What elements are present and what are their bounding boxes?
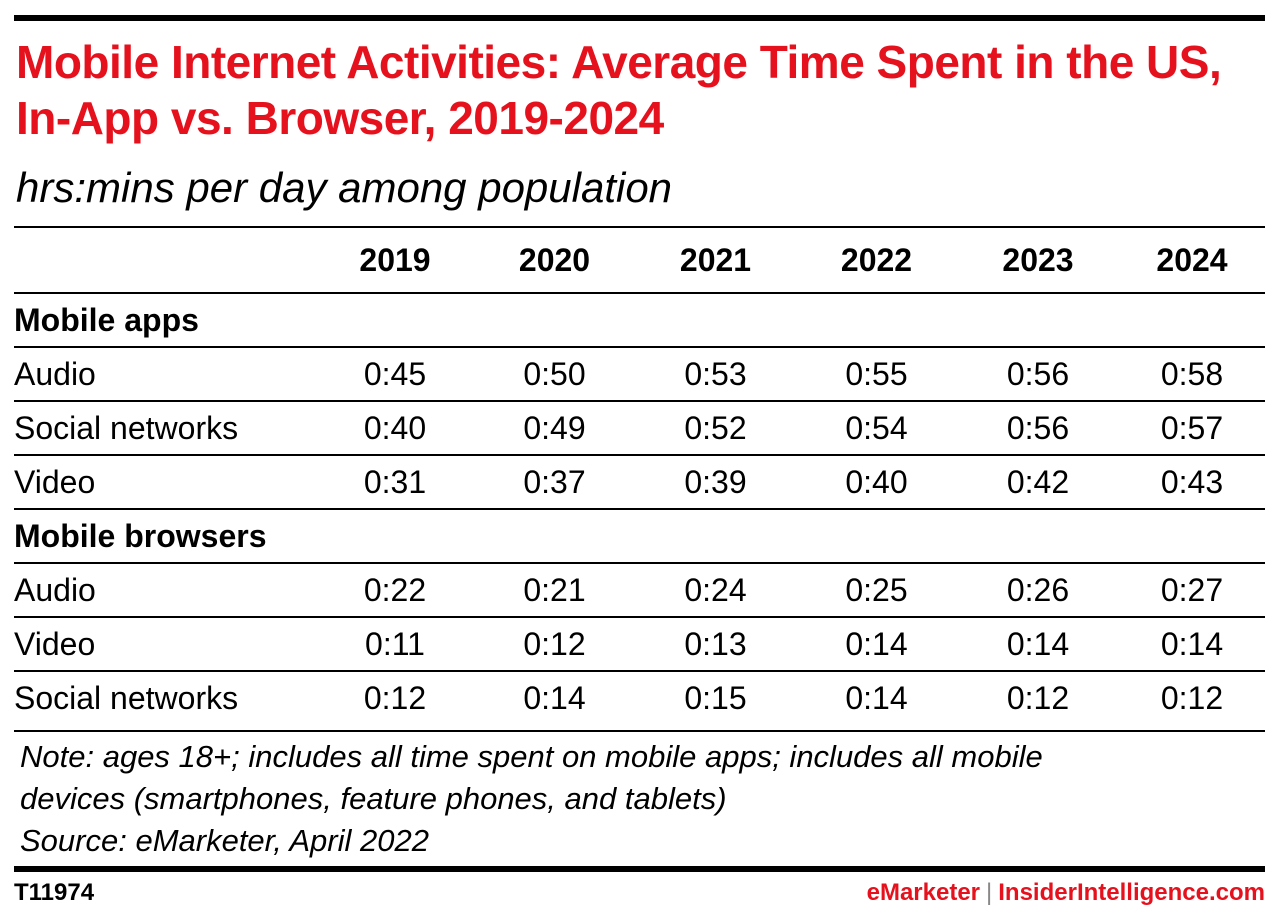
- group-row-mobile-browsers: Mobile browsers: [14, 509, 1265, 564]
- table-cell: 0:25: [796, 563, 957, 618]
- table-cell: 0:31: [316, 455, 474, 510]
- table-cell: 0:26: [957, 563, 1119, 618]
- note-text-continued: devices (smartphones, feature phones, an…: [20, 781, 727, 816]
- notes-block: Note: ages 18+; includes all time spent …: [14, 730, 1265, 862]
- bottom-rule: [14, 866, 1265, 872]
- table-cell: 0:12: [474, 617, 635, 672]
- table-cell: 0:21: [474, 563, 635, 618]
- row-label: Video: [14, 617, 316, 672]
- table-cell: 0:13: [635, 617, 796, 672]
- column-header: 2021: [635, 228, 796, 294]
- column-header: 2024: [1119, 228, 1265, 294]
- table-cell: 0:55: [796, 347, 957, 402]
- table-cell: 0:56: [957, 347, 1119, 402]
- table-cell: 0:15: [684, 679, 747, 716]
- brand-insider-intelligence-link[interactable]: InsiderIntelligence.com: [998, 879, 1265, 906]
- row-label: Audio: [14, 563, 316, 618]
- chart-title: Mobile Internet Activities: Average Time…: [16, 36, 1222, 144]
- top-rule: [14, 15, 1265, 21]
- chart-subtitle: hrs:mins per day among population: [16, 164, 673, 211]
- table-cell: 0:52: [635, 401, 796, 456]
- table-cell: 0:54: [796, 401, 957, 456]
- column-header: 2023: [957, 228, 1119, 294]
- source-text: Source: eMarketer, April 2022: [20, 823, 429, 858]
- data-table-wrapper: 2019 2020 2021 2022 2023 2024 Mobile app…: [14, 226, 1265, 724]
- table-cell: 0:14: [1119, 617, 1265, 672]
- table-cell: 0:53: [635, 347, 796, 402]
- table-cell: 0:50: [474, 347, 635, 402]
- brand-emarketer-logo: eMarketer: [866, 879, 981, 906]
- table-row: Social networks 0:40 0:49 0:52 0:54 0:56…: [14, 401, 1265, 456]
- table-cell: 0:57: [1119, 401, 1265, 456]
- table-cell: 0:49: [474, 401, 635, 456]
- table-row: Audio 0:22 0:21 0:24 0:25 0:26 0:27: [14, 563, 1265, 618]
- table-cell: 0:43: [1119, 455, 1265, 510]
- column-header: 2019: [316, 228, 474, 294]
- table-cell: 0:12: [1160, 679, 1224, 716]
- table-row: Social networks 0:12 0:14 0:15 0:14 0:12…: [14, 671, 1265, 724]
- table-cell: 0:27: [1119, 563, 1265, 618]
- table-cell: 0:22: [316, 563, 474, 618]
- table-cell: 0:12: [363, 679, 427, 716]
- row-label: Social networks: [14, 679, 239, 716]
- column-header: 2020: [474, 228, 635, 294]
- table-row: Video 0:11 0:12 0:13 0:14 0:14 0:14: [14, 617, 1265, 672]
- table-cell: 0:40: [316, 401, 474, 456]
- row-label: Video: [14, 455, 316, 510]
- footer-brand: eMarketer | InsiderIntelligence.com: [867, 878, 1265, 908]
- group-label: Mobile browsers: [14, 509, 1265, 564]
- table-cell: 0:40: [796, 455, 957, 510]
- note-text: Note: ages 18+; includes all time spent …: [20, 739, 1043, 774]
- table-cell: 0:14: [523, 679, 586, 716]
- table-cell: 0:56: [957, 401, 1119, 456]
- chart-id: T11974: [14, 879, 95, 906]
- table-cell: 0:37: [474, 455, 635, 510]
- table-row: Audio 0:45 0:50 0:53 0:55 0:56 0:58: [14, 347, 1265, 402]
- header-corner: [14, 228, 316, 294]
- column-header: 2022: [796, 228, 957, 294]
- table-cell: 0:12: [1006, 679, 1070, 716]
- header-row: 2019 2020 2021 2022 2023 2024: [14, 228, 1265, 294]
- data-table: 2019 2020 2021 2022 2023 2024 Mobile app…: [14, 228, 1265, 724]
- table-cell: 0:24: [635, 563, 796, 618]
- group-label: Mobile apps: [14, 293, 1265, 348]
- table-cell: 0:45: [316, 347, 474, 402]
- table-cell: 0:58: [1119, 347, 1265, 402]
- group-row-mobile-apps: Mobile apps: [14, 293, 1265, 348]
- table-cell: 0:42: [957, 455, 1119, 510]
- table-cell: 0:14: [957, 617, 1119, 672]
- table-cell: 0:11: [316, 617, 474, 672]
- brand-separator: |: [986, 879, 993, 906]
- table-cell: 0:39: [635, 455, 796, 510]
- table-cell: 0:14: [845, 679, 908, 716]
- table-cell: 0:14: [796, 617, 957, 672]
- table-row: Video 0:31 0:37 0:39 0:40 0:42 0:43: [14, 455, 1265, 510]
- row-label: Social networks: [14, 401, 316, 456]
- row-label: Audio: [14, 347, 316, 402]
